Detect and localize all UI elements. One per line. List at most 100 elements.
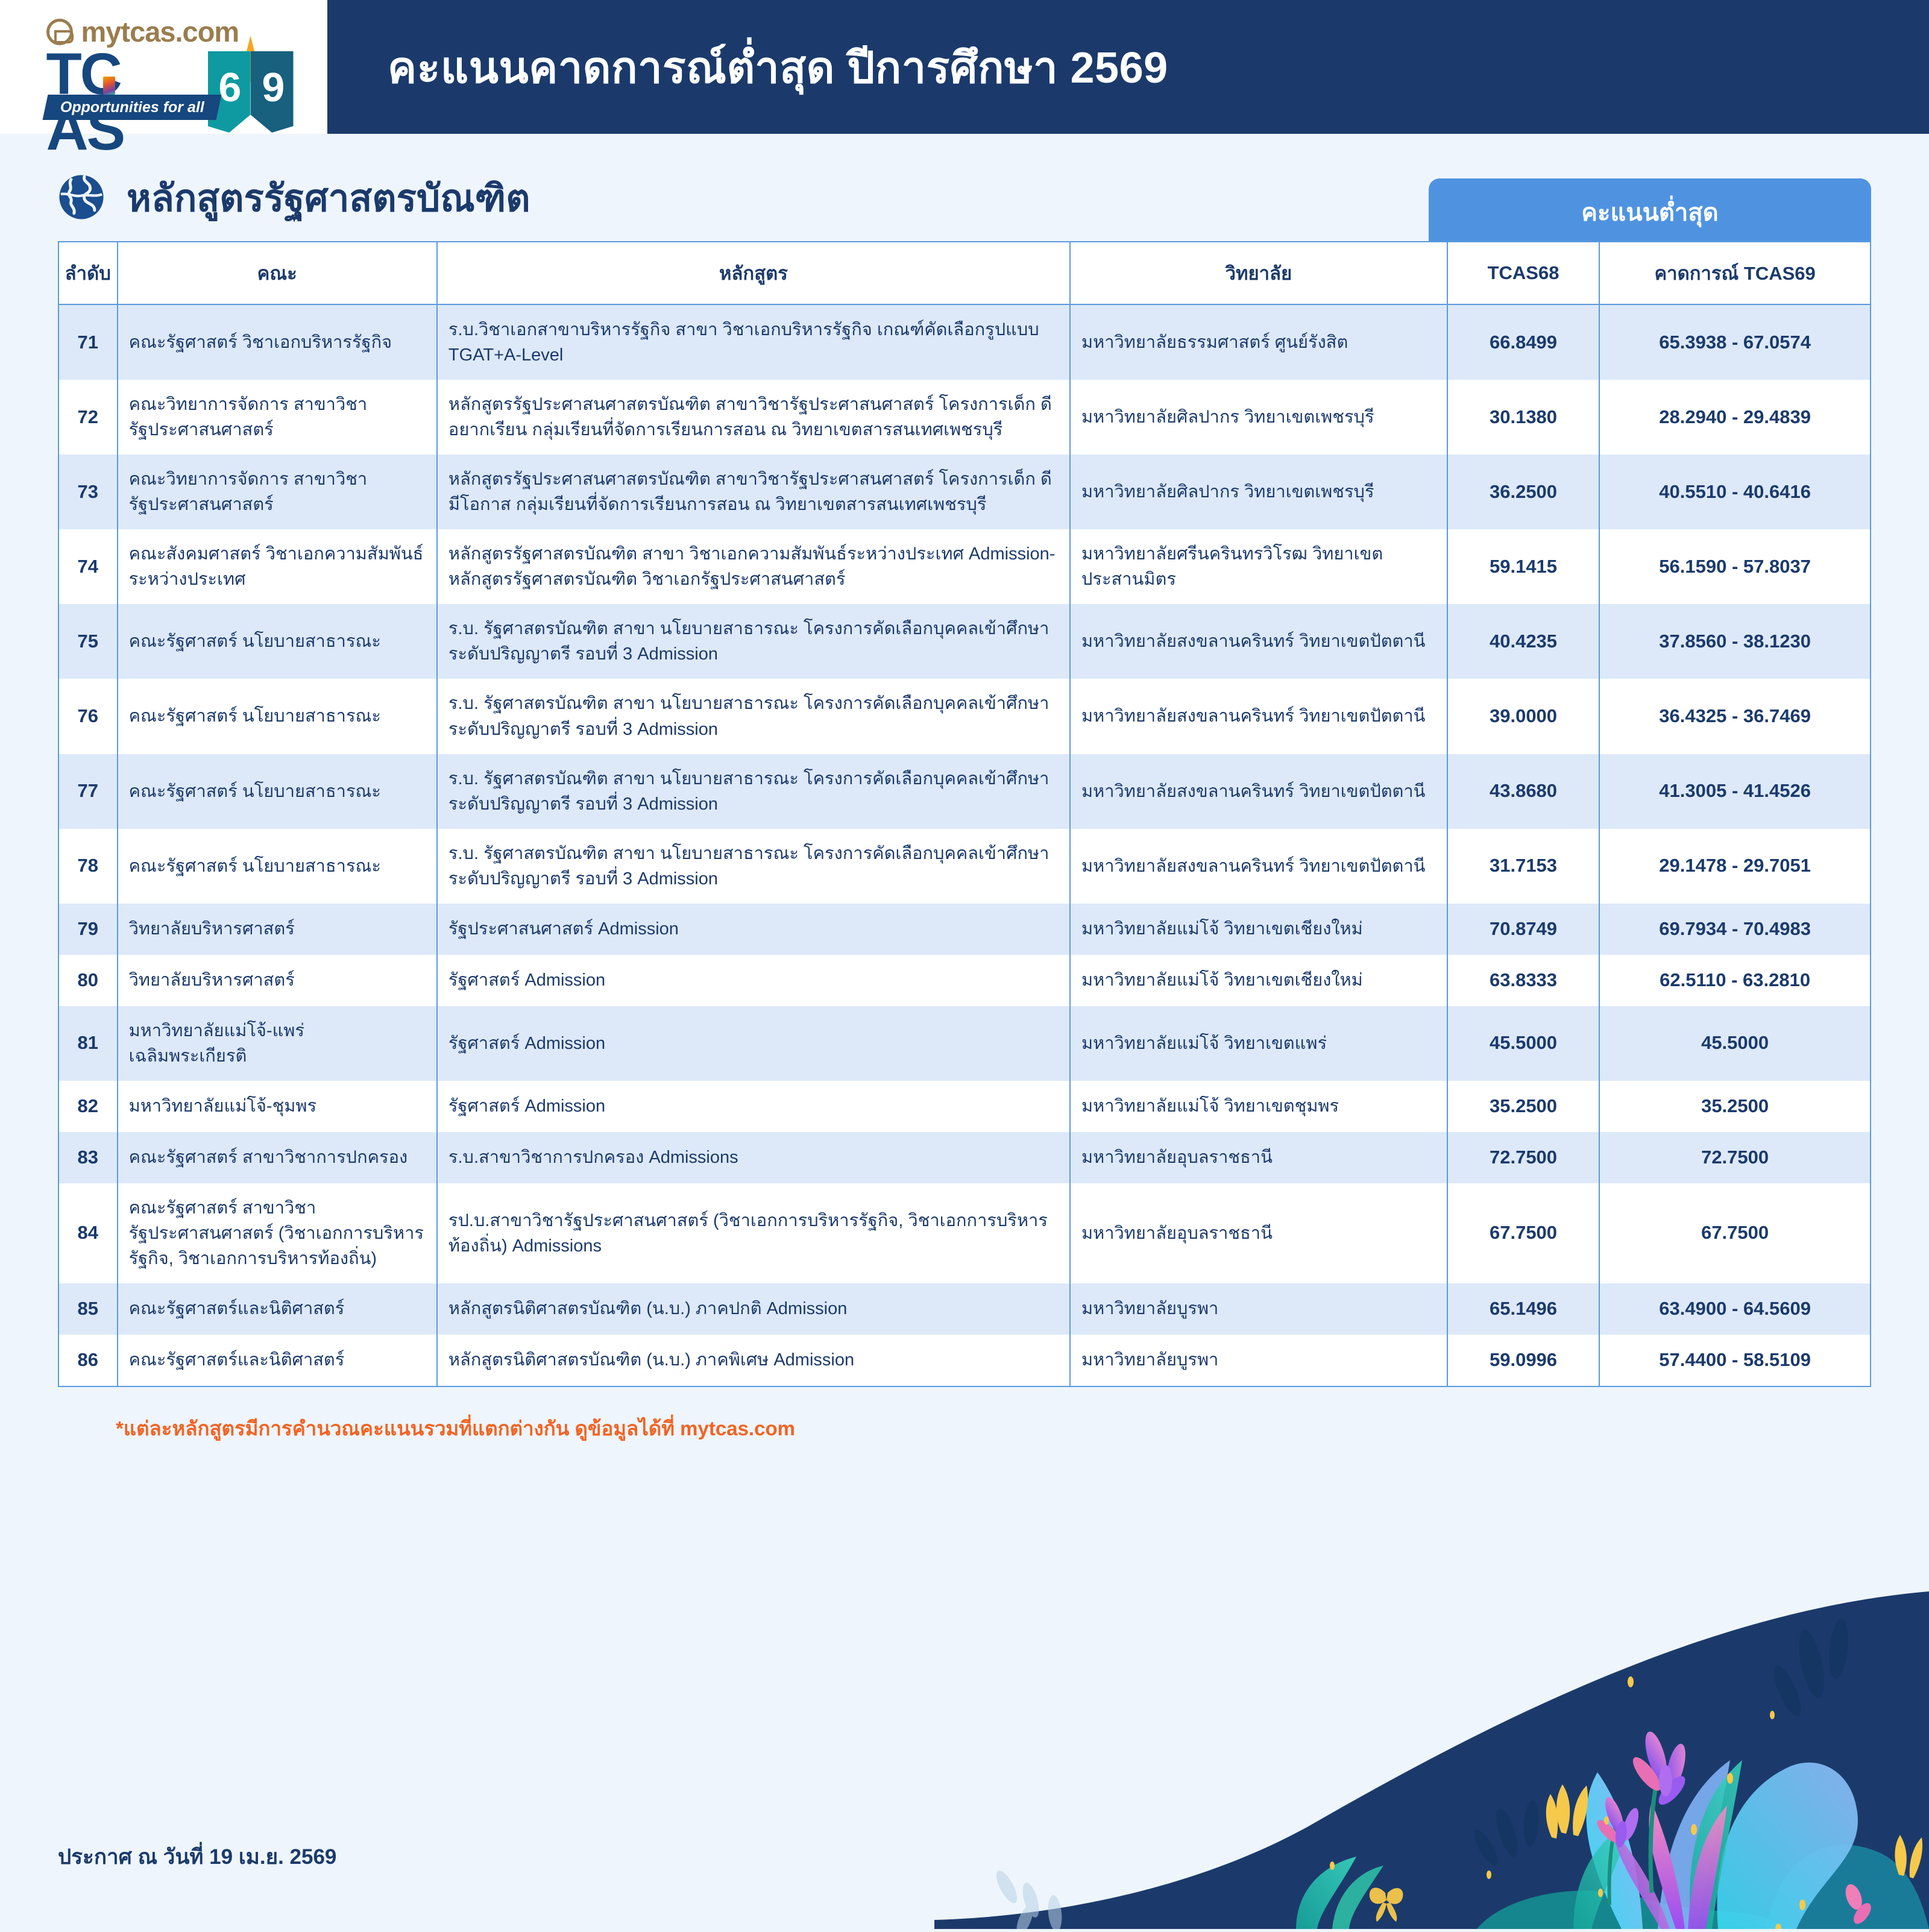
- cell-university: มหาวิทยาลัยบูรพา: [1069, 1283, 1448, 1335]
- cell-university: มหาวิทยาลัยธรรมศาสตร์ ศูนย์รังสิต: [1069, 304, 1448, 380]
- column-header-program: หลักสูตร: [436, 241, 1071, 305]
- cell-tcas69-forecast: 45.5000: [1599, 1005, 1871, 1081]
- cell-tcas68-score: 30.1380: [1446, 380, 1600, 455]
- cell-tcas69-forecast: 37.8560 - 38.1230: [1599, 604, 1871, 679]
- year-digit-right: 9: [262, 65, 285, 110]
- cell-university: มหาวิทยาลัยสงขลานครินทร์ วิทยาเขตปัตตานี: [1069, 679, 1448, 754]
- cell-tcas68-score: 36.2500: [1446, 455, 1600, 530]
- column-header-tcas69: คาดการณ์ TCAS69: [1599, 241, 1871, 305]
- cell-university: มหาวิทยาลัยแม่โจ้ วิทยาเขตแพร่: [1069, 1005, 1448, 1081]
- cell-university: มหาวิทยาลัยอุบลราชธานี: [1069, 1131, 1448, 1183]
- column-header-university: วิทยาลัย: [1069, 241, 1448, 305]
- cell-program: ร.บ. รัฐศาสตรบัณฑิต สาขา นโยบายสาธารณะ โ…: [436, 604, 1071, 679]
- min-score-group-label: คะแนนต่ำสุด: [1581, 200, 1719, 226]
- cell-faculty: คณะสังคมศาสตร์ วิชาเอกความสัมพันธ์ระหว่า…: [116, 529, 438, 605]
- cell-order-number: 79: [58, 903, 118, 955]
- cell-order-number: 82: [58, 1080, 118, 1132]
- cell-tcas69-forecast: 28.2940 - 29.4839: [1599, 380, 1871, 455]
- mytcas-swirl-icon: [46, 18, 74, 45]
- cell-faculty: คณะวิทยาการจัดการ สาขาวิชารัฐประศาสนศาสต…: [116, 380, 438, 455]
- cell-tcas68-score: 31.7153: [1446, 828, 1600, 904]
- tagline-ribbon: Opportunities for all: [42, 95, 221, 120]
- cell-program: ร.บ.วิชาเอกสาขาบริหารรัฐกิจ สาขา วิชาเอก…: [436, 304, 1071, 380]
- cell-university: มหาวิทยาลัยบูรพา: [1069, 1334, 1448, 1387]
- table-body: 71 คณะรัฐศาสตร์ วิชาเอกบริหารรัฐกิจ ร.บ.วิ…: [58, 304, 1871, 1387]
- cell-tcas69-forecast: 69.7934 - 70.4983: [1599, 903, 1871, 955]
- cell-tcas69-forecast: 72.7500: [1599, 1131, 1871, 1183]
- cell-program: ร.บ. รัฐศาสตรบัณฑิต สาขา นโยบายสาธารณะ โ…: [436, 828, 1071, 904]
- table-row: 74 คณะสังคมศาสตร์ วิชาเอกความสัมพันธ์ระหว…: [58, 529, 1871, 605]
- cell-tcas68-score: 67.7500: [1446, 1183, 1600, 1283]
- cell-tcas69-forecast: 56.1590 - 57.8037: [1599, 529, 1871, 605]
- section-header: หลักสูตรรัฐศาสตรบัณฑิต: [0, 134, 1929, 241]
- cell-tcas69-forecast: 40.5510 - 40.6416: [1599, 455, 1871, 530]
- cell-order-number: 75: [58, 604, 118, 679]
- cell-tcas69-forecast: 67.7500: [1599, 1183, 1871, 1283]
- cell-order-number: 73: [58, 455, 118, 530]
- cell-program: ร.บ.สาขาวิชาการปกครอง Admissions: [436, 1131, 1071, 1183]
- mytcas-logo: mytcas.com: [46, 15, 239, 48]
- table-row: 72 คณะวิทยาการจัดการ สาขาวิชารัฐประศาสนศา…: [58, 380, 1871, 455]
- cell-university: มหาวิทยาลัยสงขลานครินทร์ วิทยาเขตปัตตานี: [1069, 754, 1448, 829]
- cell-tcas69-forecast: 29.1478 - 29.7051: [1599, 828, 1871, 904]
- cell-tcas68-score: 59.1415: [1446, 529, 1600, 605]
- year-digit-left: 6: [218, 65, 242, 110]
- table-row: 86 คณะรัฐศาสตร์และนิติศาสตร์ หลักสูตรนิติศ…: [58, 1334, 1871, 1387]
- cell-program: หลักสูตรรัฐศาสตรบัณฑิต สาขา วิชาเอกความส…: [436, 529, 1071, 605]
- table-row: 85 คณะรัฐศาสตร์และนิติศาสตร์ หลักสูตรนิติศ…: [58, 1283, 1871, 1335]
- table-row: 82 มหาวิทยาลัยแม่โจ้-ชุมพร รัฐศาสตร์ Admis…: [58, 1080, 1871, 1132]
- cell-program: หลักสูตรนิติศาสตรบัณฑิต (น.บ.) ภาคพิเศษ …: [436, 1334, 1071, 1387]
- cell-order-number: 72: [58, 380, 118, 455]
- section-title: หลักสูตรรัฐศาสตรบัณฑิต: [127, 178, 530, 219]
- cell-university: มหาวิทยาลัยศิลปากร วิทยาเขตเพชรบุรี: [1069, 455, 1448, 530]
- table-row: 76 คณะรัฐศาสตร์ นโยบายสาธารณะ ร.บ. รัฐศาสต…: [58, 679, 1871, 754]
- cell-order-number: 86: [58, 1334, 118, 1387]
- cell-tcas69-forecast: 41.3005 - 41.4526: [1599, 754, 1871, 829]
- cell-faculty: มหาวิทยาลัยแม่โจ้-แพร่ เฉลิมพระเกียรติ: [116, 1005, 438, 1081]
- tagline-text: Opportunities for all: [60, 98, 204, 116]
- cell-faculty: คณะรัฐศาสตร์ วิชาเอกบริหารรัฐกิจ: [116, 304, 438, 380]
- mytcas-wordmark: mytcas.com: [81, 16, 240, 48]
- table-row: 73 คณะวิทยาการจัดการ สาขาวิชารัฐประศาสนศา…: [58, 455, 1871, 530]
- cell-program: หลักสูตรรัฐประศาสนศาสตรบัณฑิต สาขาวิชารั…: [436, 380, 1071, 455]
- cell-tcas68-score: 66.8499: [1446, 304, 1600, 380]
- cell-university: มหาวิทยาลัยศรีนครินทรวิโรฒ วิทยาเขตประสา…: [1069, 529, 1448, 605]
- page-title: คะแนนคาดการณ์ต่ำสุด ปีการศึกษา 2569: [388, 43, 1168, 92]
- cell-tcas68-score: 72.7500: [1446, 1131, 1600, 1183]
- cell-order-number: 71: [58, 304, 118, 380]
- cell-faculty: คณะรัฐศาสตร์ นโยบายสาธารณะ: [116, 679, 438, 754]
- cell-tcas69-forecast: 35.2500: [1599, 1080, 1871, 1132]
- floral-decoration: [934, 1555, 1929, 1932]
- cell-faculty: คณะรัฐศาสตร์ นโยบายสาธารณะ: [116, 604, 438, 679]
- cell-university: มหาวิทยาลัยแม่โจ้ วิทยาเขตเชียงใหม่: [1069, 954, 1448, 1006]
- cell-university: มหาวิทยาลัยศิลปากร วิทยาเขตเพชรบุรี: [1069, 380, 1448, 455]
- cell-faculty: คณะรัฐศาสตร์ นโยบายสาธารณะ: [116, 828, 438, 904]
- table-row: 71 คณะรัฐศาสตร์ วิชาเอกบริหารรัฐกิจ ร.บ.วิ…: [58, 304, 1871, 380]
- cell-tcas69-forecast: 63.4900 - 64.5609: [1599, 1283, 1871, 1335]
- cell-tcas68-score: 45.5000: [1446, 1005, 1600, 1081]
- cell-faculty: วิทยาลัยบริหารศาสตร์: [116, 903, 438, 955]
- cell-tcas69-forecast: 62.5110 - 63.2810: [1599, 954, 1871, 1006]
- cell-order-number: 81: [58, 1005, 118, 1081]
- table-row: 81 มหาวิทยาลัยแม่โจ้-แพร่ เฉลิมพระเกียรติ…: [58, 1005, 1871, 1081]
- table-row: 83 คณะรัฐศาสตร์ สาขาวิชาการปกครอง ร.บ.สาขา…: [58, 1131, 1871, 1183]
- cell-order-number: 84: [58, 1183, 118, 1283]
- scores-table: ลำดับ คณะ หลักสูตร วิทยาลัย TCAS68 คาดกา…: [58, 241, 1871, 1387]
- cell-faculty: คณะรัฐศาสตร์และนิติศาสตร์: [116, 1334, 438, 1387]
- cell-order-number: 80: [58, 954, 118, 1006]
- cell-program: รป.บ.สาขาวิชารัฐประศาสนศาสตร์ (วิชาเอกกา…: [436, 1183, 1071, 1283]
- table-row: 78 คณะรัฐศาสตร์ นโยบายสาธารณะ ร.บ. รัฐศาสต…: [58, 828, 1871, 904]
- cell-program: รัฐประศาสนศาสตร์ Admission: [436, 903, 1071, 955]
- globe-icon: [58, 174, 105, 224]
- table-row: 84 คณะรัฐศาสตร์ สาขาวิชารัฐประศาสนศาสตร์ …: [58, 1183, 1871, 1283]
- cell-order-number: 77: [58, 754, 118, 829]
- table-row: 75 คณะรัฐศาสตร์ นโยบายสาธารณะ ร.บ. รัฐศาสต…: [58, 604, 1871, 679]
- column-header-faculty: คณะ: [116, 241, 438, 305]
- cell-faculty: มหาวิทยาลัยแม่โจ้-ชุมพร: [116, 1080, 438, 1132]
- cell-program: รัฐศาสตร์ Admission: [436, 954, 1071, 1006]
- cell-faculty: คณะวิทยาการจัดการ สาขาวิชารัฐประศาสนศาสต…: [116, 455, 438, 530]
- cell-program: หลักสูตรรัฐประศาสนศาสตรบัณฑิต สาขาวิชารั…: [436, 455, 1071, 530]
- cell-tcas68-score: 59.0996: [1446, 1334, 1600, 1387]
- tcas-year-book-icon: 6 9: [207, 36, 294, 141]
- cell-tcas68-score: 43.8680: [1446, 754, 1600, 829]
